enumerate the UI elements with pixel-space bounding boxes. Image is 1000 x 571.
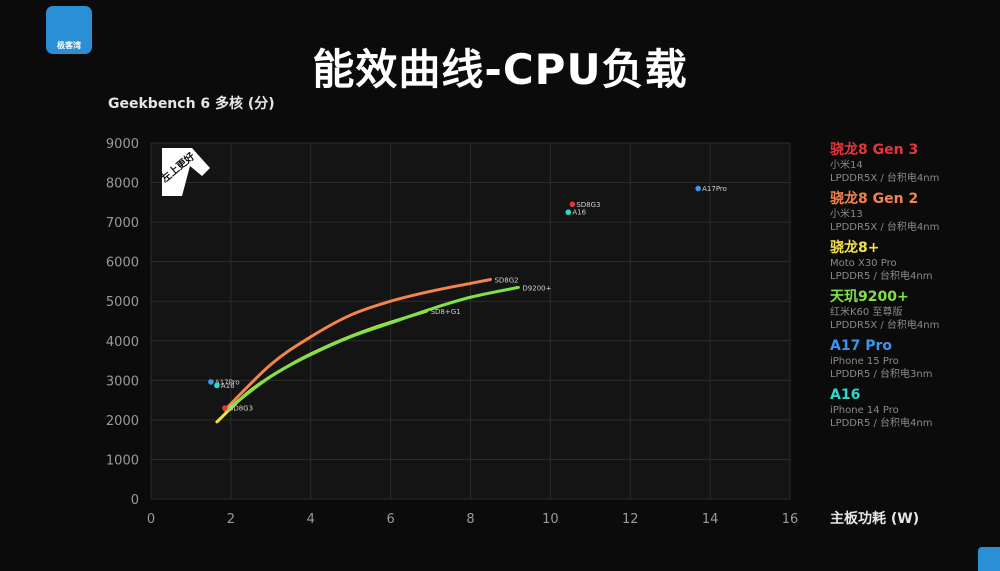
- point-label: A17Pro: [215, 378, 240, 386]
- point-a17pro: [695, 185, 701, 192]
- legend-name: 骁龙8+: [830, 240, 880, 256]
- point-a17pro: [208, 379, 214, 385]
- point-a16: [565, 209, 572, 216]
- legend-item: 骁龙8 Gen 2 小米13 LPDDR5X / 台积电4nm: [830, 191, 995, 234]
- legend-item: A16 iPhone 14 Pro LPDDR5 / 台积电4nm: [830, 387, 995, 430]
- y-tick-label: 3000: [106, 374, 139, 389]
- brand-logo: 极客湾: [46, 6, 92, 54]
- y-tick-label: 7000: [106, 216, 139, 231]
- corner-brand-logo: [978, 547, 1000, 571]
- legend-item: A17 Pro iPhone 15 Pro LPDDR5 / 台积电3nm: [830, 338, 995, 381]
- point-label: SD8G3: [229, 405, 253, 413]
- brand-logo-text: 极客湾: [57, 41, 81, 50]
- y-tick-label: 6000: [106, 256, 139, 271]
- legend-device: Moto X30 Pro: [830, 258, 897, 269]
- legend-spec: LPDDR5X / 台积电4nm: [830, 222, 940, 233]
- x-tick-label: 14: [702, 512, 719, 527]
- legend-device: 小米13: [830, 209, 863, 220]
- y-tick-label: 0: [131, 493, 139, 508]
- legend-device: iPhone 15 Pro: [830, 356, 899, 367]
- curve-end-label: SD8+G1: [431, 308, 461, 316]
- legend-item: 骁龙8 Gen 3 小米14 LPDDR5X / 台积电4nm: [830, 142, 995, 185]
- legend-device: 红米K60 至尊版: [830, 307, 903, 318]
- better-badge-shape: [162, 148, 210, 196]
- x-axis-label: 主板功耗 (W): [830, 510, 919, 527]
- legend-name: 骁龙8 Gen 2: [830, 191, 919, 207]
- curve-end-label: SD8G2: [494, 276, 518, 284]
- y-tick-label: 5000: [106, 295, 139, 310]
- point-label: A16: [572, 209, 586, 217]
- chart-legend: 骁龙8 Gen 3 小米14 LPDDR5X / 台积电4nm 骁龙8 Gen 2 小米…: [830, 142, 995, 436]
- point-label: A16: [221, 382, 235, 390]
- point-label: SD8G3: [576, 201, 600, 209]
- x-tick-label: 0: [147, 512, 155, 527]
- x-tick-label: 4: [307, 512, 315, 527]
- curve-d9200-: [225, 285, 520, 412]
- curve-end-label: D9200+: [522, 284, 551, 292]
- legend-device: iPhone 14 Pro: [830, 405, 899, 416]
- curve-sd8g2: [223, 277, 492, 412]
- y-tick-label: 9000: [106, 137, 139, 152]
- legend-name: A17 Pro: [830, 338, 892, 354]
- page-title: 能效曲线-CPU负载: [312, 45, 688, 94]
- x-tick-label: 12: [622, 512, 639, 527]
- legend-spec: LPDDR5 / 台积电3nm: [830, 369, 933, 380]
- legend-spec: LPDDR5 / 台积电4nm: [830, 271, 933, 282]
- legend-name: A16: [830, 387, 861, 403]
- legend-device: 小米14: [830, 160, 863, 171]
- x-tick-label: 6: [386, 512, 394, 527]
- x-tick-label: 16: [782, 512, 799, 527]
- y-axis-label: Geekbench 6 多核 (分): [108, 96, 275, 112]
- x-tick-label: 8: [466, 512, 474, 527]
- x-tick-label: 2: [227, 512, 235, 527]
- y-tick-label: 2000: [106, 414, 139, 429]
- legend-spec: LPDDR5X / 台积电4nm: [830, 320, 940, 331]
- point-label: A17Pro: [702, 185, 727, 193]
- y-tick-label: 8000: [106, 177, 139, 192]
- legend-name: 骁龙8 Gen 3: [830, 142, 919, 158]
- point-a16: [214, 382, 220, 389]
- legend-name: 天玑9200+: [830, 289, 909, 305]
- y-tick-label: 4000: [106, 335, 139, 350]
- legend-item: 骁龙8+ Moto X30 Pro LPDDR5 / 台积电4nm: [830, 240, 995, 283]
- point-sd8g3: [569, 201, 576, 208]
- legend-spec: LPDDR5X / 台积电4nm: [830, 173, 940, 184]
- legend-spec: LPDDR5 / 台积电4nm: [830, 418, 933, 429]
- legend-item: 天玑9200+ 红米K60 至尊版 LPDDR5X / 台积电4nm: [830, 289, 995, 332]
- x-tick-label: 10: [542, 512, 559, 527]
- point-sd8g3: [222, 405, 228, 411]
- y-tick-label: 1000: [106, 453, 139, 468]
